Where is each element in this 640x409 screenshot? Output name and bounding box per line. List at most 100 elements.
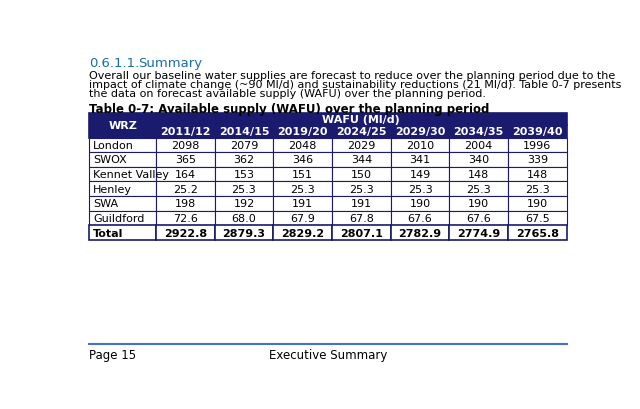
Bar	[390, 182, 449, 197]
Bar	[332, 167, 390, 182]
Bar	[156, 211, 214, 226]
Bar	[214, 153, 273, 167]
Text: 148: 148	[468, 170, 490, 180]
Bar	[508, 197, 566, 211]
Bar	[449, 226, 508, 240]
Bar	[332, 197, 390, 211]
Bar	[449, 211, 508, 226]
Text: 2010: 2010	[406, 141, 434, 151]
Bar	[214, 197, 273, 211]
Bar	[390, 138, 449, 153]
Bar	[449, 197, 508, 211]
Text: SWOX: SWOX	[93, 155, 127, 165]
Text: Total: Total	[93, 228, 124, 238]
Text: 191: 191	[292, 199, 313, 209]
Text: 25.2: 25.2	[173, 184, 198, 194]
Text: 148: 148	[527, 170, 548, 180]
Bar	[332, 182, 390, 197]
Bar	[90, 167, 156, 182]
Text: 190: 190	[527, 199, 548, 209]
Text: 149: 149	[410, 170, 431, 180]
Text: the data on forecast available supply (WAFU) over the planning period.: the data on forecast available supply (W…	[90, 89, 486, 99]
Bar	[508, 126, 566, 138]
Text: 344: 344	[351, 155, 372, 165]
Text: 192: 192	[234, 199, 255, 209]
Text: 2039/40: 2039/40	[512, 127, 563, 137]
Text: London: London	[93, 141, 134, 151]
Bar	[332, 138, 390, 153]
Bar	[508, 211, 566, 226]
Bar	[508, 138, 566, 153]
Text: 2807.1: 2807.1	[340, 228, 383, 238]
Bar	[214, 226, 273, 240]
Text: WAFU (Ml/d): WAFU (Ml/d)	[323, 115, 400, 125]
Bar	[156, 167, 214, 182]
Text: 362: 362	[234, 155, 255, 165]
Bar	[273, 211, 332, 226]
Bar	[273, 182, 332, 197]
Bar	[273, 126, 332, 138]
Text: SWA: SWA	[93, 199, 118, 209]
Text: 67.5: 67.5	[525, 213, 550, 223]
Bar	[508, 182, 566, 197]
Text: 365: 365	[175, 155, 196, 165]
Bar	[508, 153, 566, 167]
Text: 2011/12: 2011/12	[160, 127, 211, 137]
Bar	[273, 153, 332, 167]
Bar	[90, 138, 156, 153]
Bar	[273, 167, 332, 182]
Bar	[214, 182, 273, 197]
Text: 2048: 2048	[289, 141, 317, 151]
Text: 2004: 2004	[465, 141, 493, 151]
Text: 25.3: 25.3	[291, 184, 315, 194]
Bar	[90, 114, 156, 138]
Bar	[449, 153, 508, 167]
Text: 67.8: 67.8	[349, 213, 374, 223]
Bar	[214, 126, 273, 138]
Text: 2029: 2029	[347, 141, 376, 151]
Bar	[508, 226, 566, 240]
Bar	[156, 114, 566, 126]
Bar	[273, 138, 332, 153]
Text: 150: 150	[351, 170, 372, 180]
Bar	[449, 126, 508, 138]
Text: 2879.3: 2879.3	[223, 228, 266, 238]
Bar	[90, 182, 156, 197]
Bar	[273, 197, 332, 211]
Text: 25.3: 25.3	[349, 184, 374, 194]
Text: 67.6: 67.6	[467, 213, 491, 223]
Text: 2029/30: 2029/30	[395, 127, 445, 137]
Bar	[156, 182, 214, 197]
Bar	[332, 126, 390, 138]
Bar	[390, 226, 449, 240]
Bar	[449, 167, 508, 182]
Bar	[390, 211, 449, 226]
Text: 340: 340	[468, 155, 489, 165]
Bar	[273, 226, 332, 240]
Text: 25.3: 25.3	[467, 184, 491, 194]
Text: 2829.2: 2829.2	[281, 228, 324, 238]
Bar	[156, 226, 214, 240]
Text: 164: 164	[175, 170, 196, 180]
Text: 67.6: 67.6	[408, 213, 433, 223]
Text: 25.3: 25.3	[525, 184, 550, 194]
Text: Table 0-7: Available supply (WAFU) over the planning period: Table 0-7: Available supply (WAFU) over …	[90, 103, 490, 116]
Text: 2774.9: 2774.9	[457, 228, 500, 238]
Text: 2024/25: 2024/25	[336, 127, 387, 137]
Bar	[156, 197, 214, 211]
Bar	[390, 153, 449, 167]
Bar	[390, 126, 449, 138]
Bar	[90, 211, 156, 226]
Bar	[332, 211, 390, 226]
Text: 190: 190	[410, 199, 431, 209]
Text: 346: 346	[292, 155, 313, 165]
Text: Page 15: Page 15	[90, 348, 136, 361]
Text: 2034/35: 2034/35	[454, 127, 504, 137]
Text: Guildford: Guildford	[93, 213, 145, 223]
Text: 0.6.1.1.: 0.6.1.1.	[90, 57, 140, 70]
Text: 68.0: 68.0	[232, 213, 257, 223]
Text: impact of climate change (~90 Ml/d) and sustainability reductions (21 Ml/d). Tab: impact of climate change (~90 Ml/d) and …	[90, 80, 621, 90]
Bar	[156, 126, 214, 138]
Text: 2922.8: 2922.8	[164, 228, 207, 238]
Text: 72.6: 72.6	[173, 213, 198, 223]
